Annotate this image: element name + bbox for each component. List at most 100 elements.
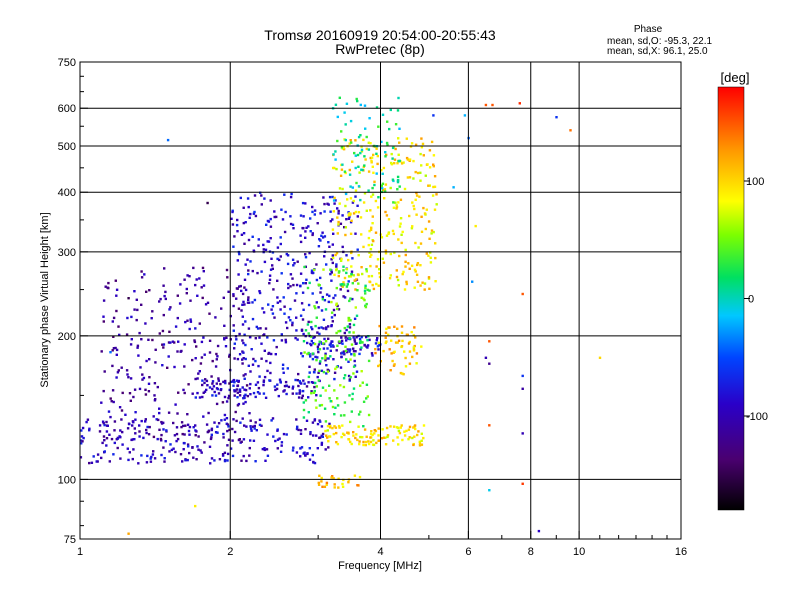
- data-point: [411, 355, 414, 359]
- data-point: [281, 218, 285, 221]
- data-point: [413, 326, 416, 329]
- data-point: [284, 380, 288, 384]
- data-point: [109, 397, 112, 400]
- data-point: [362, 297, 365, 300]
- data-point: [168, 308, 171, 311]
- data-point: [138, 331, 141, 335]
- data-point: [351, 297, 354, 301]
- data-point: [198, 396, 202, 399]
- data-point: [242, 454, 245, 458]
- data-point: [202, 270, 205, 273]
- data-point: [276, 296, 279, 299]
- data-point: [335, 252, 339, 255]
- data-point: [382, 436, 386, 439]
- data-point: [339, 329, 342, 333]
- data-point: [222, 436, 225, 439]
- data-point: [375, 106, 379, 109]
- data-point: [338, 426, 341, 429]
- data-point: [332, 308, 336, 312]
- data-point: [147, 338, 150, 341]
- data-point: [243, 388, 246, 391]
- data-point: [345, 339, 348, 342]
- data-point: [340, 435, 343, 439]
- data-point: [353, 354, 356, 357]
- data-point: [361, 381, 364, 384]
- data-point: [313, 418, 317, 421]
- data-point: [428, 149, 432, 152]
- data-point: [138, 435, 141, 438]
- data-point: [411, 225, 414, 228]
- data-point: [315, 301, 318, 304]
- data-point: [244, 357, 247, 361]
- data-point: [425, 208, 428, 211]
- data-point: [327, 337, 330, 340]
- data-point: [347, 258, 350, 262]
- data-point: [329, 268, 332, 271]
- data-point: [217, 377, 220, 380]
- data-point: [160, 420, 163, 424]
- data-point: [382, 349, 385, 353]
- data-point: [292, 446, 295, 449]
- data-point: [404, 248, 407, 252]
- data-point: [115, 353, 118, 356]
- data-point: [257, 238, 260, 241]
- data-point: [374, 231, 378, 234]
- data-point: [276, 438, 280, 441]
- data-point: [332, 296, 335, 300]
- data-point: [110, 400, 113, 403]
- data-point: [225, 417, 229, 420]
- data-point: [374, 351, 377, 355]
- data-point: [399, 222, 402, 225]
- data-point: [362, 245, 365, 249]
- data-point: [232, 384, 235, 387]
- data-point: [395, 207, 398, 210]
- data-point: [317, 379, 320, 382]
- data-point: [227, 425, 230, 428]
- data-point: [336, 304, 339, 308]
- data-point: [413, 435, 416, 438]
- data-point: [350, 141, 353, 144]
- data-point: [236, 230, 239, 233]
- data-point: [313, 389, 316, 393]
- data-point: [282, 390, 285, 393]
- data-point: [377, 439, 381, 442]
- data-point: [157, 418, 160, 422]
- data-point: [168, 330, 171, 333]
- data-point: [180, 425, 183, 429]
- data-point: [304, 253, 307, 256]
- data-point: [116, 446, 119, 450]
- data-point: [245, 459, 248, 463]
- data-point: [398, 141, 401, 144]
- data-point: [338, 187, 342, 190]
- data-point: [348, 323, 352, 326]
- data-point: [289, 285, 292, 288]
- data-point: [164, 440, 167, 443]
- data-point: [308, 251, 311, 255]
- data-point: [343, 331, 346, 335]
- data-point: [259, 327, 262, 330]
- data-point: [327, 203, 330, 206]
- x-tick-label: 2: [227, 546, 233, 558]
- data-point: [196, 294, 199, 297]
- data-point: [211, 387, 214, 391]
- data-point: [129, 377, 133, 380]
- colorbar: [718, 87, 744, 510]
- data-point: [390, 152, 393, 156]
- data-point: [269, 237, 272, 240]
- data-point: [360, 266, 363, 269]
- data-point: [369, 156, 372, 160]
- data-point: [231, 454, 235, 458]
- data-point: [248, 412, 251, 415]
- data-point: [403, 434, 407, 437]
- data-point: [306, 286, 310, 290]
- data-point: [82, 436, 85, 440]
- data-point: [410, 264, 414, 267]
- data-point: [414, 143, 418, 146]
- data-point: [484, 356, 488, 359]
- data-point: [358, 341, 362, 345]
- data-point: [311, 357, 315, 361]
- data-point: [427, 276, 431, 279]
- data-point: [385, 426, 389, 430]
- data-point: [410, 227, 414, 230]
- data-point: [350, 265, 353, 268]
